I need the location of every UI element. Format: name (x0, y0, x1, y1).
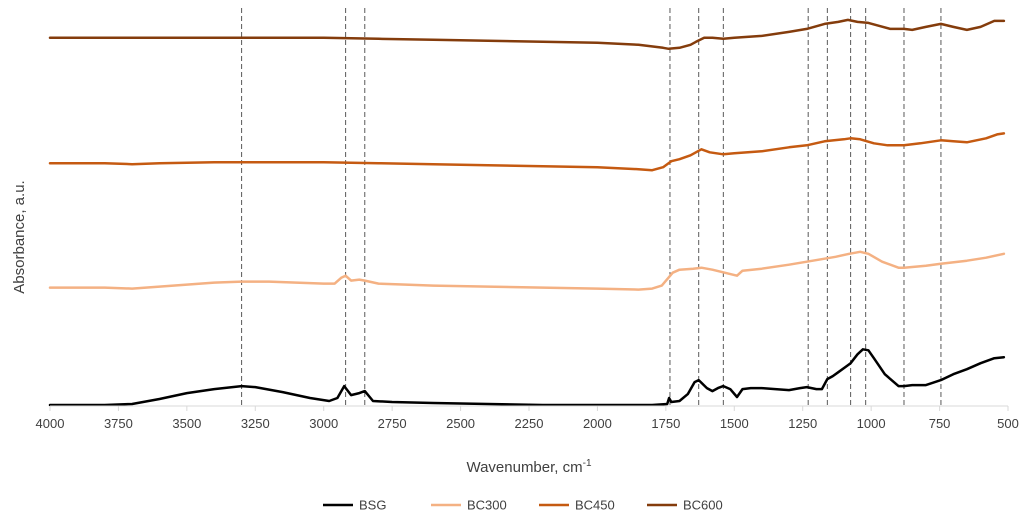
x-tick-labels: 4000 3750 3500 3250 3000 2750 2500 2250 2000 1750… (36, 416, 1019, 431)
x-axis-title-superscript: -1 (583, 458, 592, 469)
series-lines (48, 18, 1006, 407)
x-tick-label-2250: 2250 (515, 416, 544, 431)
x-tick-label-3250: 3250 (241, 416, 270, 431)
x-tick-label-1000: 1000 (857, 416, 886, 431)
x-tick-label-1750: 1750 (651, 416, 680, 431)
x-tick-label-4000: 4000 (36, 416, 65, 431)
x-tick-label-2000: 2000 (583, 416, 612, 431)
x-tick-label-2750: 2750 (378, 416, 407, 431)
legend: BSG BC300 BC450 BC600 (323, 498, 723, 513)
x-axis-title-text: Wavenumber, cm (466, 459, 582, 476)
x-tick-label-500: 500 (997, 416, 1019, 431)
series-line-bc450 (48, 132, 1006, 172)
legend-item-bsg: BSG (323, 498, 386, 513)
legend-label-bc450: BC450 (575, 498, 615, 513)
x-tick-label-1500: 1500 (720, 416, 749, 431)
series-line-bc600 (48, 18, 1006, 51)
x-tick-label-750: 750 (929, 416, 951, 431)
x-tick-label-3500: 3500 (172, 416, 201, 431)
legend-item-bc600: BC600 (647, 498, 723, 513)
legend-item-bc300: BC300 (431, 498, 507, 513)
legend-label-bc600: BC600 (683, 498, 723, 513)
legend-label-bsg: BSG (359, 498, 386, 513)
x-tick-label-2500: 2500 (446, 416, 475, 431)
x-tick-label-3000: 3000 (309, 416, 338, 431)
x-axis-title: Wavenumber, cm-1 (466, 458, 591, 476)
x-tick-label-3750: 3750 (104, 416, 133, 431)
x-tick-label-1250: 1250 (788, 416, 817, 431)
legend-item-bc450: BC450 (539, 498, 615, 513)
reference-lines (241, 8, 942, 406)
x-tick-marks (49, 406, 1009, 411)
legend-label-bc300: BC300 (467, 498, 507, 513)
series-line-bsg (48, 348, 1006, 407)
y-axis-title: Absorbance, a.u. (11, 180, 28, 293)
series-line-bc300 (48, 250, 1006, 291)
